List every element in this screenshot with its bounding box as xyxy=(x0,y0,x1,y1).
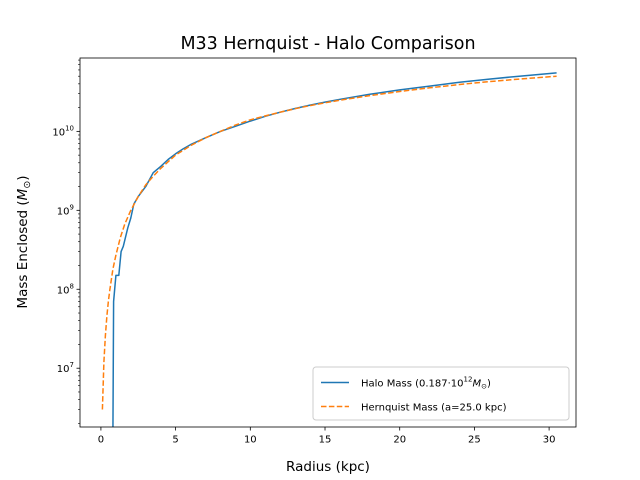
plot-frame xyxy=(79,57,577,428)
x-tick-label: 5 xyxy=(172,435,178,446)
y-axis-label-subscript: ⊙ xyxy=(22,181,33,189)
y-axis-label-main: Mass Enclosed ( xyxy=(15,200,31,308)
x-axis-ticks: 0 5 10 15 20 25 30 xyxy=(98,427,556,446)
y-axis-ticks: 107 108 109 1010 xyxy=(52,59,80,424)
x-tick-label: 30 xyxy=(543,435,556,446)
x-tick-label: 15 xyxy=(319,435,332,446)
legend-halo-symbol: M xyxy=(472,379,481,390)
chart-title: M33 Hernquist - Halo Comparison xyxy=(180,34,475,54)
x-axis-label: Radius (kpc) xyxy=(286,459,370,475)
series-layer xyxy=(101,72,557,427)
y-tick-label: 1010 xyxy=(52,124,74,138)
legend-label-hernquist: Hernquist Mass (a=25.0 kpc) xyxy=(361,403,507,414)
y-tick-label: 107 xyxy=(57,361,74,375)
legend-halo-name: Halo Mass (0.187·10 xyxy=(361,379,464,390)
x-tick-label: 10 xyxy=(244,435,257,446)
y-axis-label: Mass Enclosed (M⊙) xyxy=(15,175,33,308)
legend-halo-subscript: ⊙ xyxy=(481,383,487,391)
x-tick-label: 0 xyxy=(98,435,104,446)
y-axis-label-symbol: M xyxy=(15,188,31,200)
x-tick-label: 25 xyxy=(468,435,481,446)
legend-halo-close: ) xyxy=(487,379,491,390)
legend-box xyxy=(312,366,570,421)
legend-halo-exponent: 12 xyxy=(464,376,473,384)
series-line-hernquist-mass xyxy=(101,75,557,410)
y-tick-label: 108 xyxy=(57,282,74,296)
y-axis-label-close: ) xyxy=(15,175,31,180)
legend: Halo Mass (0.187·1012M⊙) Hernquist Mass … xyxy=(312,366,570,421)
y-tick-label: 109 xyxy=(57,203,74,217)
legend-label-halo: Halo Mass (0.187·1012M⊙) xyxy=(361,376,491,391)
x-tick-label: 20 xyxy=(393,435,406,446)
